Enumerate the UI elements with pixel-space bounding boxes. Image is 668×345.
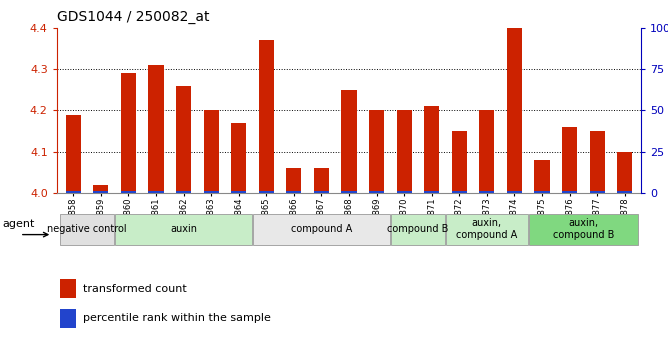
Bar bbox=[287, 190, 301, 196]
Text: compound B: compound B bbox=[387, 224, 449, 234]
Bar bbox=[590, 131, 605, 193]
Bar bbox=[59, 279, 76, 298]
Text: negative control: negative control bbox=[47, 224, 127, 234]
Bar bbox=[204, 110, 218, 193]
Bar bbox=[452, 131, 467, 193]
Bar bbox=[590, 190, 605, 196]
Bar bbox=[259, 190, 274, 196]
Text: GDS1044 / 250082_at: GDS1044 / 250082_at bbox=[57, 10, 209, 24]
Bar bbox=[424, 190, 440, 196]
Bar bbox=[617, 190, 633, 196]
Text: auxin,
compound B: auxin, compound B bbox=[552, 218, 614, 239]
Bar bbox=[94, 185, 108, 193]
Bar bbox=[176, 86, 191, 193]
Bar bbox=[314, 168, 329, 193]
Bar bbox=[529, 214, 638, 245]
Bar bbox=[397, 110, 411, 193]
Bar bbox=[369, 190, 384, 196]
Bar bbox=[341, 190, 357, 196]
Bar bbox=[176, 190, 191, 196]
Bar bbox=[204, 190, 218, 196]
Bar bbox=[480, 190, 494, 196]
Text: auxin: auxin bbox=[170, 224, 197, 234]
Text: percentile rank within the sample: percentile rank within the sample bbox=[83, 314, 271, 323]
Bar bbox=[121, 73, 136, 193]
Bar bbox=[314, 190, 329, 196]
Bar bbox=[94, 190, 108, 196]
Bar bbox=[424, 106, 440, 193]
Bar bbox=[507, 28, 522, 193]
Bar bbox=[287, 168, 301, 193]
Bar bbox=[65, 190, 81, 196]
Bar bbox=[60, 214, 114, 245]
Bar bbox=[617, 152, 633, 193]
Bar bbox=[59, 309, 76, 328]
Bar bbox=[446, 214, 528, 245]
Bar bbox=[562, 190, 577, 196]
Bar bbox=[369, 110, 384, 193]
Text: transformed count: transformed count bbox=[83, 284, 187, 294]
Bar bbox=[480, 110, 494, 193]
Bar bbox=[507, 190, 522, 196]
Bar bbox=[341, 90, 357, 193]
Bar bbox=[231, 190, 246, 196]
Bar bbox=[562, 127, 577, 193]
Text: compound A: compound A bbox=[291, 224, 352, 234]
Bar bbox=[452, 190, 467, 196]
Text: agent: agent bbox=[3, 219, 35, 229]
Text: auxin,
compound A: auxin, compound A bbox=[456, 218, 518, 239]
Bar bbox=[259, 40, 274, 193]
Bar bbox=[397, 190, 411, 196]
Bar bbox=[121, 190, 136, 196]
Bar bbox=[148, 190, 164, 196]
Bar bbox=[253, 214, 390, 245]
Bar bbox=[534, 190, 550, 196]
Bar bbox=[391, 214, 445, 245]
Bar bbox=[65, 115, 81, 193]
Bar bbox=[148, 65, 164, 193]
Bar bbox=[231, 123, 246, 193]
Bar bbox=[116, 214, 252, 245]
Bar bbox=[534, 160, 550, 193]
